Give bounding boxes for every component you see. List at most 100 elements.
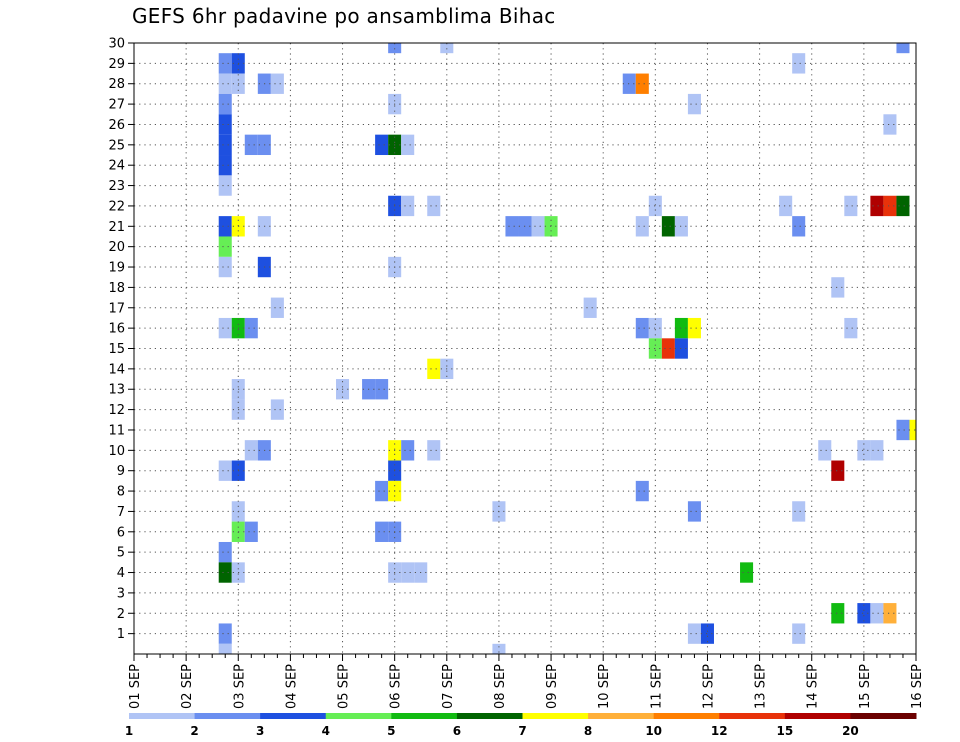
legend-label: 8 <box>584 724 592 738</box>
x-tick-label: 08 SEP <box>493 664 508 709</box>
y-tick-label: 23 <box>108 179 125 194</box>
heatmap-cell <box>870 195 884 217</box>
heatmap-cell <box>635 480 649 502</box>
heatmap-cell <box>792 53 806 74</box>
y-tick-label: 3 <box>117 586 125 601</box>
heatmap-cell <box>218 114 232 135</box>
heatmap-cell <box>427 358 441 380</box>
legend-swatch <box>653 713 720 719</box>
legend-swatch <box>850 713 917 719</box>
x-tick-label: 04 SEP <box>284 664 299 709</box>
x-tick-label: 11 SEP <box>649 664 664 709</box>
heatmap-cell <box>218 541 232 563</box>
y-tick-label: 25 <box>108 138 125 153</box>
heatmap-cell <box>218 175 232 196</box>
heatmap-cell <box>635 216 649 237</box>
heatmap-cell <box>700 623 714 644</box>
y-tick-label: 18 <box>108 281 125 296</box>
heatmap-cell <box>687 317 701 339</box>
heatmap-cell <box>218 216 232 237</box>
heatmap-cell <box>427 440 441 461</box>
heatmap-cell <box>687 623 701 644</box>
legend-label: 7 <box>518 724 526 738</box>
x-tick-label: 14 SEP <box>806 664 821 709</box>
y-tick-label: 2 <box>117 607 125 622</box>
heatmap-cell <box>687 501 701 522</box>
y-tick-label: 20 <box>108 240 125 255</box>
y-tick-label: 10 <box>108 444 125 459</box>
heatmap-cell <box>674 216 688 237</box>
y-tick-label: 11 <box>108 423 125 438</box>
heatmap-cell <box>218 134 232 156</box>
y-tick-label: 14 <box>108 362 125 377</box>
heatmap-cell <box>270 399 284 420</box>
y-tick-label: 7 <box>117 505 125 520</box>
heatmap-cell <box>244 440 258 461</box>
heatmap-cell <box>401 134 415 156</box>
legend-label: 6 <box>453 724 461 738</box>
x-tick-label: 01 SEP <box>128 664 143 709</box>
heatmap-cell <box>218 562 232 583</box>
heatmap-cell <box>831 603 845 624</box>
y-tick-label: 15 <box>108 342 125 357</box>
y-tick-label: 1 <box>117 627 125 642</box>
y-tick-label: 5 <box>117 546 125 561</box>
heatmap-cell <box>218 623 232 644</box>
x-tick-label: 12 SEP <box>701 664 716 709</box>
heatmap-cell <box>844 195 858 217</box>
x-tick-label: 15 SEP <box>858 664 873 709</box>
heatmap-cell <box>909 419 916 441</box>
heatmap-cell <box>531 216 545 237</box>
heatmap-cell <box>401 195 415 217</box>
legend-label: 3 <box>256 724 264 738</box>
heatmap-cell <box>427 195 441 217</box>
y-tick-label: 16 <box>108 322 125 337</box>
heatmap-cell <box>401 440 415 461</box>
heatmap-cell <box>375 134 389 156</box>
heatmap-cell <box>505 216 519 237</box>
heatmap-cell <box>375 480 389 502</box>
heatmap-cell <box>244 521 258 542</box>
legend-label: 5 <box>387 724 395 738</box>
legend-swatch <box>129 713 196 719</box>
heatmap-cell <box>818 440 832 461</box>
heatmap-cell <box>687 93 701 115</box>
heatmap-cell <box>792 623 806 644</box>
heatmap-cell <box>270 297 284 318</box>
legend-swatch <box>325 713 392 719</box>
y-tick-label: 9 <box>117 464 125 479</box>
x-tick-label: 13 SEP <box>754 664 769 709</box>
legend-swatch <box>588 713 655 719</box>
y-tick-label: 22 <box>108 199 125 214</box>
y-tick-label: 4 <box>117 566 125 581</box>
y-tick-label: 29 <box>108 57 125 72</box>
legend-label: 1 <box>125 724 133 738</box>
heatmap-cell <box>740 562 754 583</box>
legend-label: 12 <box>711 724 728 738</box>
y-tick-label: 21 <box>108 220 125 235</box>
x-tick-label: 05 SEP <box>337 664 352 709</box>
heatmap-cell <box>870 440 884 461</box>
y-tick-label: 27 <box>108 98 125 113</box>
legend-swatch <box>260 713 327 719</box>
heatmap-cell <box>622 73 636 94</box>
legend-label: 2 <box>190 724 198 738</box>
legend-swatch <box>391 713 458 719</box>
heatmap-cell <box>375 379 389 400</box>
x-tick-label: 07 SEP <box>441 664 456 709</box>
heatmap-cell <box>896 195 910 217</box>
heatmap-cell <box>635 73 649 94</box>
heatmap-cell <box>375 521 389 542</box>
legend-swatch <box>784 713 851 719</box>
legend-swatch <box>719 713 786 719</box>
heatmap-cell <box>270 73 284 94</box>
heatmap-cell <box>648 338 662 359</box>
heatmap-cell <box>218 236 232 257</box>
legend-swatch <box>522 713 589 719</box>
legend-label: 4 <box>322 724 330 738</box>
heatmap-cell <box>635 317 649 339</box>
heatmap-cell <box>648 195 662 217</box>
heatmap-cell <box>388 43 402 54</box>
heatmap-cell <box>674 338 688 359</box>
